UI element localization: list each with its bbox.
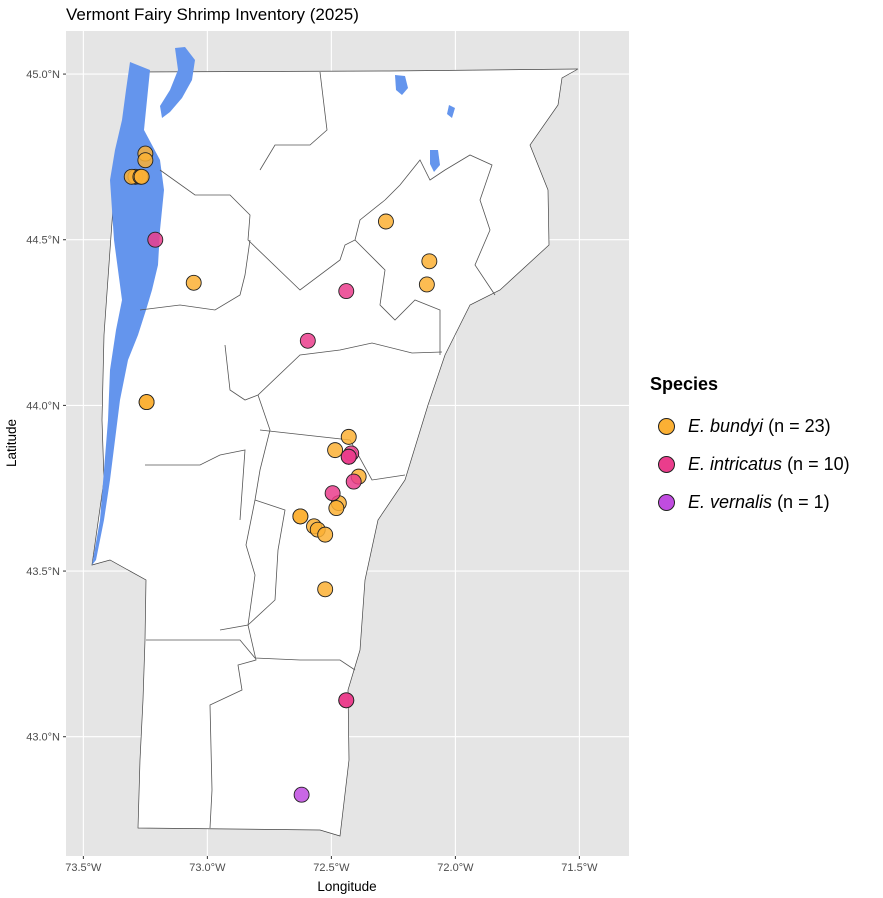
legend-item-intricatus: E. intricatus (n = 10) — [650, 445, 850, 483]
legend-species-name: E. intricatus — [688, 453, 783, 474]
x-tick-label: 73.0°W — [189, 862, 226, 874]
lake-champlain-north-arm — [160, 47, 195, 118]
point-e--bundyi — [292, 508, 309, 525]
legend-species-name: E. bundyi — [688, 415, 764, 436]
legend-swatch-intricatus — [658, 455, 675, 473]
point-e--bundyi — [317, 581, 334, 598]
point-e--vernalis — [293, 786, 310, 803]
y-tick-label: 44.0°N — [26, 400, 60, 412]
y-axis: 43.0°N 43.5°N 44.0°N 44.5°N 45.0°N — [26, 69, 66, 744]
y-tick-label: 44.5°N — [26, 235, 60, 247]
point-e--bundyi — [327, 442, 344, 459]
point-e--bundyi — [317, 526, 334, 543]
county-boundaries — [139, 71, 496, 829]
point-e--bundyi — [328, 500, 345, 517]
point-e--bundyi — [421, 253, 438, 270]
legend-swatch-vernalis — [658, 493, 675, 511]
pond-mid — [447, 105, 455, 118]
point-e--intricatus — [338, 692, 355, 709]
legend-title: Species — [650, 374, 719, 394]
x-tick-label: 72.5°W — [313, 862, 350, 874]
point-e--bundyi — [137, 152, 154, 169]
point-e--bundyi — [138, 394, 155, 411]
legend-count: (n = 10) — [787, 453, 850, 474]
legend-species-name: E. vernalis — [688, 491, 773, 512]
legend-item-vernalis: E. vernalis (n = 1) — [650, 483, 850, 521]
point-e--bundyi — [377, 213, 394, 230]
point-e--bundyi — [133, 168, 150, 185]
lake-champlain — [92, 62, 164, 565]
point-e--intricatus — [338, 283, 355, 300]
water-bodies — [92, 47, 455, 565]
point-e--intricatus — [147, 231, 164, 248]
pond-ne — [430, 150, 440, 172]
point-e--bundyi — [418, 276, 435, 293]
y-axis-title: Latitude — [4, 419, 19, 467]
legend-swatch-bundyi — [658, 417, 675, 435]
legend-count: (n = 1) — [777, 491, 830, 512]
y-tick-label: 43.5°N — [26, 566, 60, 578]
y-tick-label: 45.0°N — [26, 69, 60, 81]
legend-item-bundyi: E. bundyi (n = 23) — [650, 407, 850, 445]
x-tick-label: 72.0°W — [437, 862, 474, 874]
legend-count: (n = 23) — [768, 415, 831, 436]
lake-memphremagog — [395, 75, 408, 95]
point-e--intricatus — [345, 473, 362, 490]
point-e--bundyi — [340, 428, 357, 445]
point-e--intricatus — [299, 332, 316, 349]
y-tick-label: 43.0°N — [26, 732, 60, 744]
chart-title: Vermont Fairy Shrimp Inventory (2025) — [66, 5, 359, 24]
x-tick-label: 73.5°W — [65, 862, 102, 874]
point-e--intricatus — [340, 448, 357, 465]
point-e--bundyi — [185, 274, 202, 291]
point-e--intricatus — [324, 485, 341, 502]
legend: Species E. bundyi (n = 23) E. intricatus… — [650, 374, 850, 521]
x-tick-label: 71.5°W — [561, 862, 598, 874]
x-axis: 73.5°W 73.0°W 72.5°W 72.0°W 71.5°W — [65, 856, 598, 874]
survey-points — [123, 145, 438, 803]
x-axis-title: Longitude — [317, 879, 376, 894]
